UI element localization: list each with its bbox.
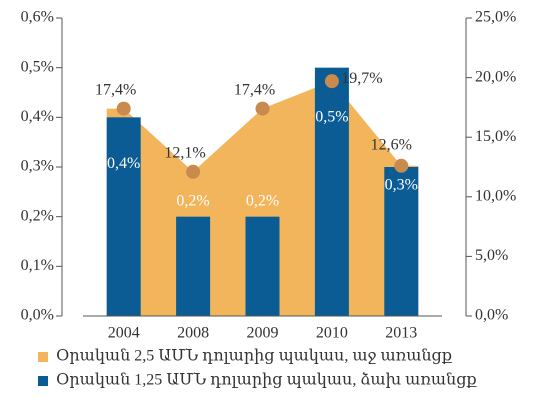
marker <box>186 164 201 179</box>
area-value-label: 12,1% <box>164 144 205 161</box>
y2-tick-label: 20,0% <box>475 68 516 85</box>
y2-tick-label: 10,0% <box>475 187 516 204</box>
x-tick-label: 2010 <box>316 325 348 342</box>
y2-tick-label: 0,0% <box>475 307 508 324</box>
y-tick-label: 0,5% <box>21 58 54 75</box>
x-tick-label: 2009 <box>247 325 279 342</box>
area-value-label: 12,6% <box>371 136 412 153</box>
x-tick-label: 2013 <box>385 325 417 342</box>
bar <box>176 216 211 316</box>
y-tick-label: 0,4% <box>21 108 54 125</box>
bar-value-label: 0,3% <box>385 177 418 194</box>
y2-tick-label: 25,0% <box>475 9 516 26</box>
area-value-label: 17,4% <box>95 81 136 98</box>
bar-value-label: 0,4% <box>107 155 140 172</box>
y2-tick-label: 15,0% <box>475 128 516 145</box>
marker <box>324 74 339 89</box>
y-tick-label: 0,6% <box>21 9 54 26</box>
y-tick-label: 0,0% <box>21 307 54 324</box>
bar <box>106 117 141 316</box>
bar-value-label: 0,2% <box>246 192 279 209</box>
bar <box>245 216 280 316</box>
y-tick-label: 0,3% <box>21 158 54 175</box>
marker <box>116 101 131 116</box>
legend-swatch <box>38 376 48 386</box>
legend-swatch <box>38 352 48 362</box>
area-value-label: 17,4% <box>234 81 275 98</box>
bar <box>314 67 349 317</box>
marker <box>394 158 409 173</box>
legend-label: Օրական 1,25 ԱՄՆ դոլարից պակաս, ձախ առանց… <box>56 371 477 389</box>
area-value-label: 19,7% <box>341 70 382 87</box>
bar-value-label: 0,2% <box>176 192 209 209</box>
legend-label: Օրական 2,5 ԱՄՆ դոլարից պակաս, աջ առանցք <box>56 348 453 365</box>
y-tick-label: 0,1% <box>21 257 54 274</box>
x-tick-label: 2008 <box>177 325 209 342</box>
bar <box>384 167 419 316</box>
bar-value-label: 0,5% <box>315 108 348 125</box>
marker <box>255 101 270 116</box>
y2-tick-label: 5,0% <box>475 247 508 264</box>
x-tick-label: 2004 <box>108 325 140 342</box>
y-tick-label: 0,2% <box>21 207 54 224</box>
